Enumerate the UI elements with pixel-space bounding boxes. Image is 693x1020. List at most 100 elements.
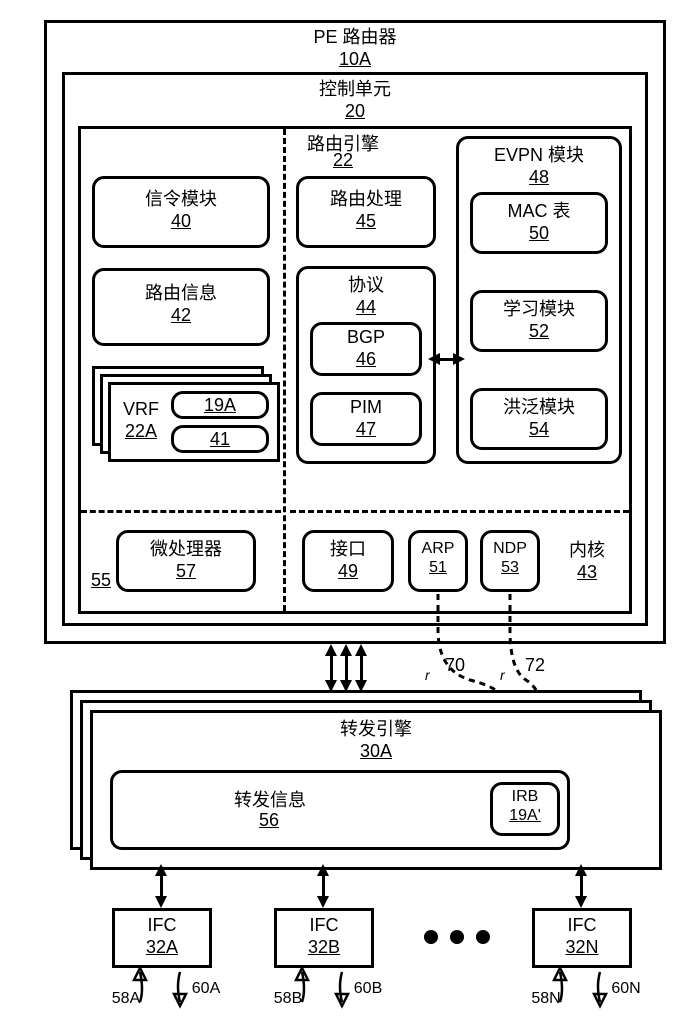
ifc1-box: IFC 32A [112, 908, 212, 968]
fwd-engine-num: 30A [93, 741, 659, 763]
flood-title: 洪泛模块 [473, 397, 605, 419]
routing-info-title: 路由信息 [95, 283, 267, 305]
fe-ifc2-u [317, 864, 329, 876]
routing-engine-num: 22 [328, 150, 358, 171]
pim-num: 47 [313, 419, 419, 441]
ifc1-title: IFC [115, 915, 209, 937]
mac-box: MAC 表 50 [470, 192, 608, 254]
micro-box: 微处理器 57 [116, 530, 256, 592]
ndp-title: NDP [483, 539, 537, 558]
pim-box: PIM 47 [310, 392, 422, 446]
ifc2-title: IFC [277, 915, 371, 937]
p58a-label: 58A [106, 990, 146, 1008]
flood-num: 54 [473, 419, 605, 441]
routing-info-num: 42 [95, 305, 267, 327]
route-proc-num: 45 [299, 211, 433, 233]
arrow-proto-evpn [439, 358, 453, 361]
vrf-box: VRF 22A 19A 41 [108, 382, 280, 462]
vrf-num: 22A [111, 421, 171, 443]
ifc2-num: 32B [277, 937, 371, 959]
control-unit-title: 控制单元 [65, 79, 645, 101]
ndp-box: NDP 53 [480, 530, 540, 592]
svg-text:r: r [500, 667, 506, 683]
p60b-label: 60B [348, 980, 388, 998]
kernel-title: 内核 [562, 536, 612, 562]
iface-title: 接口 [305, 539, 391, 561]
signaling-num: 40 [95, 211, 267, 233]
link-70-label: 70 [440, 655, 470, 676]
p60n-label: 60N [606, 980, 646, 998]
fwd-info-num: 56 [254, 810, 284, 831]
fe-ifcn-u [575, 864, 587, 876]
fe-ifc1-u [155, 864, 167, 876]
learn-box: 学习模块 52 [470, 290, 608, 352]
ndp-num: 53 [483, 558, 537, 577]
route-proc-title: 路由处理 [299, 189, 433, 211]
bgp-box: BGP 46 [310, 322, 422, 376]
svg-text:r: r [425, 667, 431, 683]
arrowhead-proto-r [453, 353, 465, 365]
ifcn-box: IFC 32N [532, 908, 632, 968]
vrf-sub2: 41 [171, 425, 269, 453]
vrf-title: VRF [111, 399, 171, 421]
learn-num: 52 [473, 321, 605, 343]
p60a-label: 60A [186, 980, 226, 998]
ifc1-num: 32A [115, 937, 209, 959]
fe-ifc1-line [160, 874, 163, 898]
dashed-vert [283, 129, 286, 611]
protocols-title: 协议 [299, 275, 433, 297]
ifcn-title: IFC [535, 915, 629, 937]
dot-2 [450, 930, 464, 944]
p58b-label: 58B [268, 990, 308, 1008]
cu-fe-uh-1b [340, 644, 352, 656]
dot-1 [424, 930, 438, 944]
bgp-title: BGP [313, 327, 419, 349]
micro-title: 微处理器 [119, 539, 253, 561]
fe-ifc2-d [317, 896, 329, 908]
dot-3 [476, 930, 490, 944]
route-proc-box: 路由处理 45 [296, 176, 436, 248]
cu-fe-line-1b [345, 654, 348, 682]
fe-ifc2-line [322, 874, 325, 898]
evpn-num: 48 [459, 167, 619, 189]
irb-num: 19A' [493, 806, 557, 825]
arp-title: ARP [411, 539, 465, 558]
dashed-separator-left [81, 510, 281, 513]
learn-title: 学习模块 [473, 299, 605, 321]
pe-router-title: PE 路由器 [47, 27, 663, 49]
ifc2-box: IFC 32B [274, 908, 374, 968]
flood-box: 洪泛模块 54 [470, 388, 608, 450]
fwd-info-title: 转发信息 [210, 786, 330, 812]
fe-ifcn-d [575, 896, 587, 908]
vrf-sub2-num: 41 [210, 429, 230, 449]
pim-title: PIM [313, 397, 419, 419]
irb-box: IRB 19A' [490, 782, 560, 836]
bgp-num: 46 [313, 349, 419, 371]
cu-fe-line-1a [330, 654, 333, 682]
vrf-sub1: 19A [171, 391, 269, 419]
evpn-title: EVPN 模块 [459, 145, 619, 167]
routing-info-box: 路由信息 42 [92, 268, 270, 346]
ifcn-num: 32N [535, 937, 629, 959]
kernel-num: 43 [572, 562, 602, 583]
cu-fe-line-1c [360, 654, 363, 682]
mac-num: 50 [473, 223, 605, 245]
control-unit-num: 20 [65, 101, 645, 123]
p58n-label: 58N [526, 990, 566, 1008]
iface-num: 49 [305, 561, 391, 583]
fwd-engine-title: 转发引擎 [93, 719, 659, 741]
cu-fe-uh-1c [355, 644, 367, 656]
mac-title: MAC 表 [473, 201, 605, 223]
fe-ifc1-d [155, 896, 167, 908]
protocols-num: 44 [299, 297, 433, 319]
signaling-box: 信令模块 40 [92, 176, 270, 248]
vrf-sub1-num: 19A [204, 395, 236, 415]
pe-router-num: 10A [47, 49, 663, 71]
arp-box: ARP 51 [408, 530, 468, 592]
cu-fe-uh-1a [325, 644, 337, 656]
micro-num: 57 [119, 561, 253, 583]
dashed-separator-right [290, 510, 629, 513]
arp-num: 51 [411, 558, 465, 577]
link-72-label: 72 [520, 655, 550, 676]
arrowhead-proto-l [428, 353, 440, 365]
